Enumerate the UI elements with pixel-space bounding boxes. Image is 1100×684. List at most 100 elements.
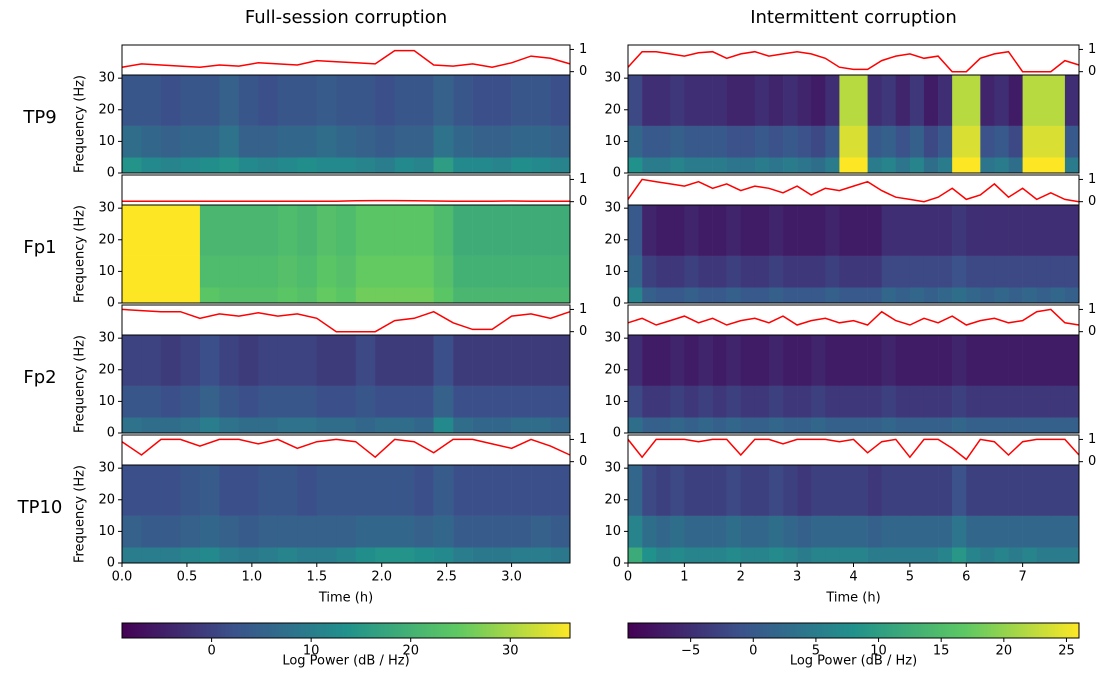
spectrogram-cell <box>199 75 220 126</box>
spectrogram-cell <box>839 205 854 256</box>
spectrogram-cell <box>952 255 967 288</box>
spectrogram-cell <box>122 255 142 288</box>
spectrogram-cell <box>867 385 882 418</box>
spectrogram-cell <box>1008 335 1023 386</box>
spectrogram-cell <box>797 75 812 126</box>
spectrogram-cell <box>811 157 826 174</box>
spectrogram-cell <box>740 515 756 548</box>
spectrogram-cell <box>1064 125 1080 158</box>
spectrogram-cell <box>853 287 868 304</box>
spectrogram-cell <box>1022 125 1038 158</box>
y-tick-label: 30 <box>604 201 621 216</box>
spectrogram-cell <box>1022 255 1038 288</box>
spectrogram-cell <box>740 75 756 126</box>
spectrogram-cell <box>550 465 571 516</box>
spectrogram-cell <box>768 75 784 126</box>
spectrogram-cell <box>938 287 953 304</box>
spectrogram-cell <box>684 255 699 288</box>
colorbar-tick-label: 10 <box>303 644 320 659</box>
spectrogram-cell <box>895 205 911 256</box>
spectrogram-cell <box>433 287 454 304</box>
spectrogram-cell <box>754 335 770 386</box>
spectrogram-cell <box>1050 205 1066 256</box>
spectrogram-cell <box>881 205 897 256</box>
colorbar-tick-label: 10 <box>870 644 887 659</box>
spectrogram-cell <box>219 287 240 304</box>
x-tick-label: 0.5 <box>177 570 198 585</box>
spectrogram-cell <box>277 157 298 174</box>
spectrogram-cell <box>684 547 699 564</box>
spectrogram-cell <box>316 255 337 288</box>
spectrogram-cell <box>238 205 259 256</box>
spectrogram-cell <box>867 515 882 548</box>
column-title: Full-session corruption <box>245 7 447 28</box>
spectrogram-cell <box>453 287 473 304</box>
spectrogram-cell <box>160 515 181 548</box>
spectrogram-cell <box>375 335 395 386</box>
spectrogram-cell <box>853 385 868 418</box>
spectrogram-cell <box>980 385 995 418</box>
spectrogram-cell <box>219 465 240 516</box>
spectrogram-cell <box>180 335 201 386</box>
spectrogram-cell <box>811 75 826 126</box>
spectrogram-cell <box>238 75 259 126</box>
spectrogram-cell <box>316 465 337 516</box>
spectrogram-cell <box>1022 465 1038 516</box>
spectrogram-cell <box>316 75 337 126</box>
spectrogram-cell <box>180 465 201 516</box>
x-tick-label: 0.0 <box>112 570 133 585</box>
spectrogram-cell <box>511 75 532 126</box>
colorbar-tick-label: 30 <box>502 644 519 659</box>
spectrogram-cell <box>1050 515 1066 548</box>
spectrogram-cell <box>414 205 434 256</box>
spectrogram-cell <box>839 385 854 418</box>
spectrogram-cell <box>122 205 142 256</box>
spectrogram-cell <box>258 125 279 158</box>
quality-tick-label: 1 <box>1088 302 1096 317</box>
spectrogram-cell <box>1008 465 1023 516</box>
spectrogram-cell <box>238 157 259 174</box>
spectrogram-frame <box>121 204 571 304</box>
spectrogram-cell <box>797 205 812 256</box>
spectrogram-cell <box>1064 547 1080 564</box>
spectrogram-cell <box>316 335 337 386</box>
spectrogram-cell <box>952 465 967 516</box>
spectrogram-cell <box>531 125 551 158</box>
spectrogram-cell <box>867 125 882 158</box>
spectrogram-cell <box>375 157 395 174</box>
spectrogram-cell <box>355 287 376 304</box>
y-tick-label: 20 <box>98 232 115 247</box>
quality-frame <box>121 434 571 466</box>
spectrogram-cell <box>628 125 643 158</box>
spectrogram-cell <box>511 125 532 158</box>
spectrogram-cell <box>712 157 727 174</box>
y-tick-label: 0 <box>613 296 621 311</box>
spectrogram-cell <box>550 287 571 304</box>
spectrogram-cell <box>122 385 142 418</box>
spectrogram-cell <box>656 205 671 256</box>
spectrogram-cell <box>754 205 770 256</box>
spectrogram-cell <box>698 287 713 304</box>
spectrogram-cell <box>453 417 473 434</box>
spectrogram-cell <box>531 515 551 548</box>
spectrogram-cell <box>141 335 162 386</box>
spectrogram-cell <box>336 157 357 174</box>
spectrogram-cell <box>277 515 298 548</box>
spectrogram-cell <box>472 205 493 256</box>
spectrogram-cell <box>258 465 279 516</box>
spectrogram-cell <box>938 205 953 256</box>
spectrogram-cell <box>839 125 854 158</box>
spectrogram-cell <box>336 255 357 288</box>
spectrogram-frame <box>627 74 1080 174</box>
spectrogram-cell <box>726 287 742 304</box>
x-tick-label: 3.0 <box>501 570 522 585</box>
spectrogram-cell <box>550 547 571 564</box>
y-tick-label: 20 <box>98 492 115 507</box>
spectrogram-cell <box>923 255 939 288</box>
spectrogram-cell <box>414 255 434 288</box>
spectrogram-cell <box>531 157 551 174</box>
spectrogram-cell <box>712 205 727 256</box>
spectrogram-cell <box>966 335 981 386</box>
spectrogram-cell <box>783 515 798 548</box>
spectrogram-cell <box>966 515 981 548</box>
